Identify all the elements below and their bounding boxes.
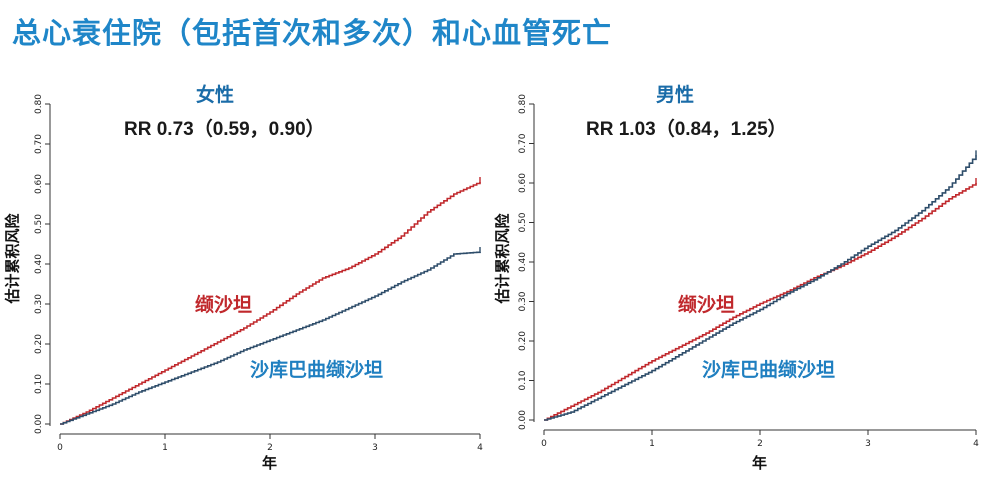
x-tick-label: 0 (57, 443, 63, 453)
y-tick-label: 0.80 (518, 94, 528, 114)
y-tick-label: 0.10 (34, 374, 44, 394)
series-line-valsartan (544, 183, 977, 421)
y-tick-label: 0.40 (34, 254, 44, 274)
y-tick-label: 0.40 (518, 252, 528, 272)
x-tick-label: 3 (865, 439, 871, 449)
chart-male-svg: 0.00 0.10 0.20 0.30 0.40 0.50 0.60 0.70 0.80 0 1 2 3… (518, 94, 979, 449)
y-axis-label: 估计累积风险 (493, 213, 512, 304)
y-tick-label: 0.70 (518, 133, 528, 153)
panel-title: 女性 (196, 84, 235, 106)
x-tick-label: 1 (649, 439, 655, 449)
x-tick-label: 3 (372, 443, 378, 453)
chart-female-svg: 0.00 0.10 0.20 0.30 0.40 0.50 0.60 0.70 0.80 0 1 2 3… (34, 94, 483, 453)
y-tick-label: 0.30 (34, 294, 44, 314)
rr-annotation: RR 0.73（0.59，0.90） (124, 119, 325, 140)
series-label-valsartan: 缬沙坦 (678, 294, 736, 316)
series-line-sacubitril-valsartan (544, 155, 977, 421)
y-tick-label: 0.80 (34, 94, 44, 114)
slide-title: 总心衰住院（包括首次和多次）和心血管死亡 (12, 16, 613, 50)
y-tick-label: 0.20 (518, 331, 528, 351)
y-tick-label: 0.10 (518, 370, 528, 390)
x-tick-label: 4 (973, 439, 979, 449)
chart-panel-female: 0.00 0.10 0.20 0.30 0.40 0.50 0.60 0.70 0.80 0 1 2 3… (0, 70, 490, 482)
series-line-valsartan (60, 182, 481, 425)
x-tick-label: 0 (541, 439, 547, 449)
x-tick-label: 1 (162, 443, 168, 453)
x-tick-label: 4 (477, 443, 483, 453)
x-axis-label: 年 (262, 454, 278, 472)
chart-panel-male: 0.00 0.10 0.20 0.30 0.40 0.50 0.60 0.70 0.80 0 1 2 3… (494, 70, 984, 482)
x-tick-label: 2 (267, 443, 273, 453)
y-tick-label: 0.70 (34, 134, 44, 154)
rr-annotation: RR 1.03（0.84，1.25） (586, 119, 787, 140)
panel-title: 男性 (656, 84, 695, 106)
series-label-valsartan: 缬沙坦 (195, 294, 253, 316)
series-label-sacubitril-valsartan: 沙库巴曲缬沙坦 (250, 359, 384, 381)
y-tick-label: 0.50 (34, 214, 44, 234)
x-tick-label: 2 (757, 439, 763, 449)
y-tick-label: 0.20 (34, 334, 44, 354)
y-tick-label: 0.60 (518, 173, 528, 193)
series-label-sacubitril-valsartan: 沙库巴曲缬沙坦 (702, 359, 836, 381)
series-line-sacubitril-valsartan (60, 251, 481, 425)
y-tick-label: 0.30 (518, 291, 528, 311)
y-tick-label: 0.00 (518, 410, 528, 430)
y-tick-label: 0.00 (34, 414, 44, 434)
x-axis-label: 年 (752, 454, 768, 472)
y-tick-label: 0.50 (518, 212, 528, 232)
y-axis-label: 估计累积风险 (3, 213, 22, 304)
y-tick-label: 0.60 (34, 174, 44, 194)
